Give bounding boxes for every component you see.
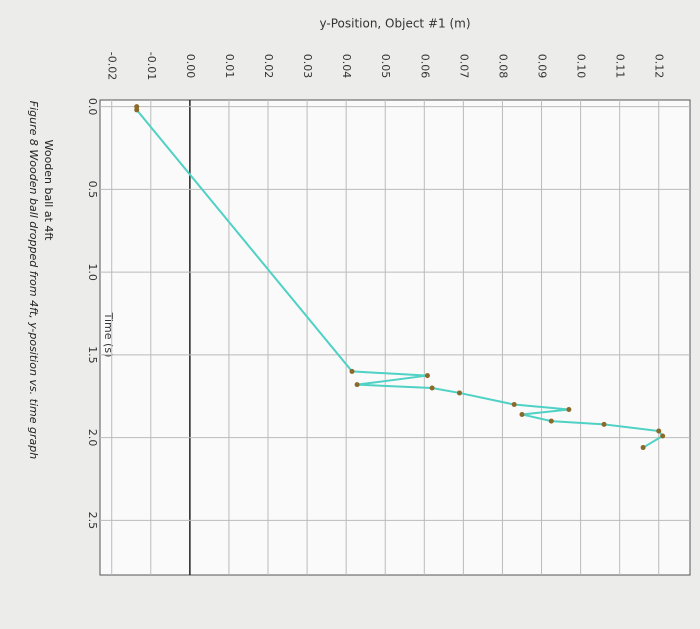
- y-tick-label: 0.07: [457, 54, 470, 79]
- plot-area: [99, 99, 691, 576]
- data-point: [349, 368, 355, 374]
- data-point: [566, 406, 572, 412]
- data-point: [660, 433, 666, 439]
- data-point: [511, 402, 517, 408]
- x-tick-label: 1.5: [86, 346, 99, 364]
- data-point: [424, 373, 430, 379]
- y-tick-label: 0.11: [614, 54, 627, 79]
- y-tick-label: 0.09: [536, 54, 549, 79]
- x-axis-title: Time (s): [102, 312, 115, 358]
- y-tick-label: 0.06: [418, 54, 431, 79]
- data-point: [456, 390, 462, 396]
- data-point: [656, 428, 662, 434]
- x-tick-label: 0.0: [86, 98, 99, 116]
- data-point: [601, 421, 607, 427]
- y-tick-label: -0.01: [145, 52, 158, 80]
- x-tick-label: 1.0: [86, 263, 99, 281]
- axis-title: y-Position, Object #1 (m): [319, 17, 470, 31]
- y-tick-label: 0.05: [379, 54, 392, 79]
- y-tick-label: 0.03: [301, 54, 314, 79]
- y-tick-label: 0.12: [653, 54, 666, 79]
- x-tick-label: 2.5: [86, 512, 99, 530]
- y-tick-label: 0.02: [262, 54, 275, 79]
- data-point: [548, 418, 554, 424]
- caption: Figure 8 Wooden ball dropped from 4ft, y…: [27, 101, 40, 459]
- data-point: [429, 385, 435, 391]
- x-tick-label: 2.0: [86, 429, 99, 447]
- caption: Wooden ball at 4ft: [42, 140, 55, 241]
- data-point: [354, 382, 360, 388]
- data-point: [134, 107, 140, 113]
- y-tick-label: 0.08: [496, 54, 509, 79]
- data-point: [640, 445, 646, 451]
- y-tick-label: -0.02: [106, 52, 119, 80]
- data-point: [519, 411, 525, 417]
- y-tick-label: 0.10: [575, 54, 588, 79]
- x-tick-label: 0.5: [86, 181, 99, 199]
- y-tick-label: 0.00: [184, 54, 197, 79]
- y-tick-label: 0.01: [223, 54, 236, 79]
- y-tick-label: 0.04: [340, 54, 353, 79]
